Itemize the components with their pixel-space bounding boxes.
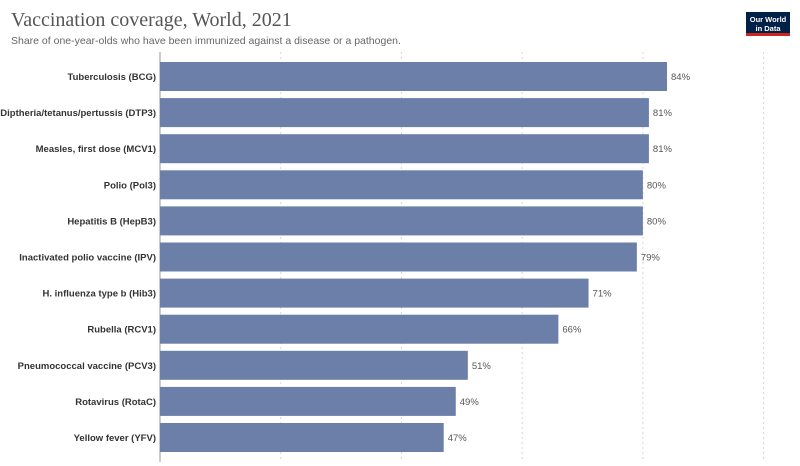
logo-line-2: in Data (755, 24, 781, 33)
bar[interactable] (160, 170, 643, 200)
value-label: 80% (647, 180, 667, 191)
bar[interactable] (160, 423, 444, 452)
bar[interactable] (160, 62, 668, 91)
value-label: 71% (593, 289, 613, 300)
bar[interactable] (160, 386, 456, 416)
category-label: Yellow fever (YFV) (74, 433, 156, 444)
bar[interactable] (160, 134, 649, 164)
category-label: Measles, first dose (MCV1) (36, 144, 156, 155)
category-label: Rotavirus (RotaC) (75, 397, 156, 408)
category-label: Pneumococcal vaccine (PCV3) (18, 361, 156, 372)
category-label: Tuberculosis (BCG) (68, 72, 157, 83)
bar[interactable] (160, 314, 559, 344)
category-label: H. influenza type b (Hib3) (43, 289, 156, 300)
value-label: 80% (647, 216, 667, 227)
chart-subtitle: Share of one-year-olds who have been imm… (11, 35, 401, 47)
chart-title: Vaccination coverage, World, 2021 (11, 9, 292, 31)
value-label: 49% (460, 397, 480, 408)
logo-line-1: Our World (749, 15, 787, 24)
value-label: 47% (448, 433, 468, 444)
value-label: 84% (671, 72, 691, 83)
value-label: 79% (641, 253, 661, 264)
bar[interactable] (160, 278, 589, 308)
category-label: Inactivated polio vaccine (IPV) (19, 253, 156, 264)
category-label: Rubella (RCV1) (87, 325, 156, 336)
value-label: 66% (562, 325, 582, 336)
category-label: Diptheria/tetanus/pertussis (DTP3) (0, 108, 156, 119)
bar[interactable] (160, 350, 468, 380)
bar[interactable] (160, 242, 637, 272)
bar[interactable] (160, 98, 649, 128)
value-label: 51% (472, 361, 492, 372)
owid-logo[interactable]: Our World in Data (746, 12, 790, 36)
value-label: 81% (653, 108, 673, 119)
value-label: 81% (653, 144, 673, 155)
bar[interactable] (160, 206, 643, 236)
category-label: Polio (Pol3) (104, 180, 156, 191)
category-label: Hepatitis B (HepB3) (67, 216, 156, 227)
